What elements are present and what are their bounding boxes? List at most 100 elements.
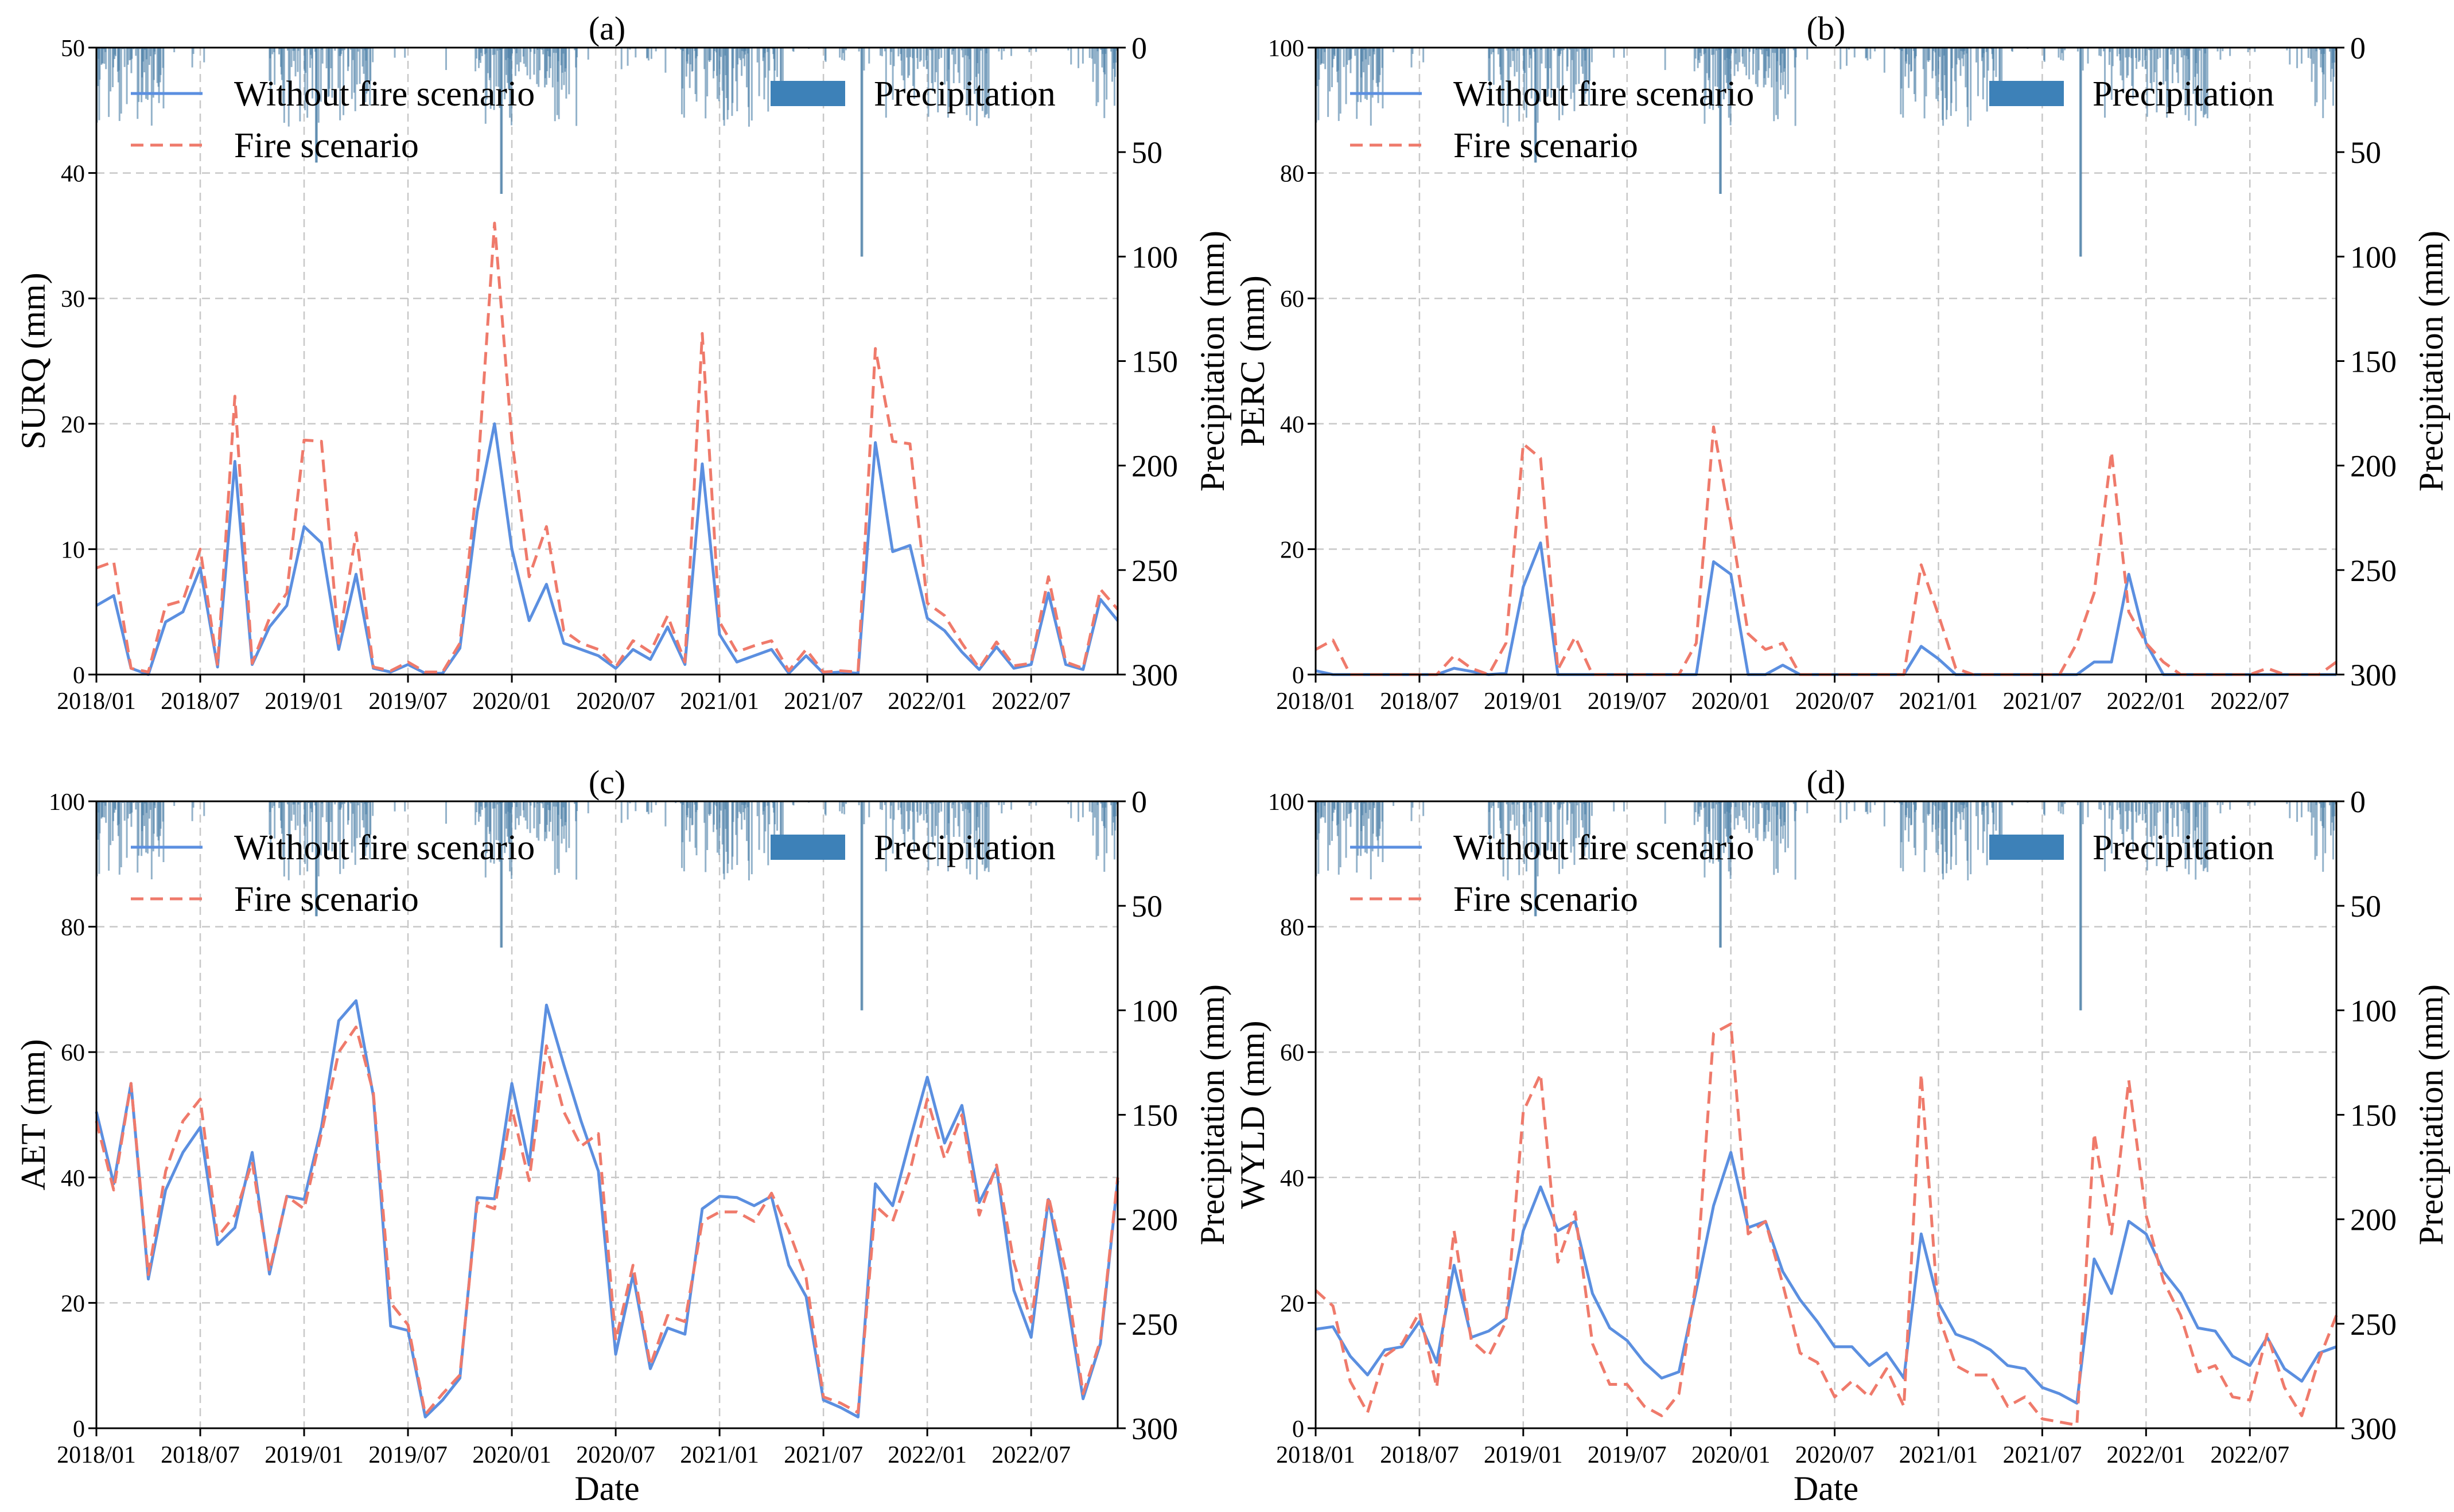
y-right-tick-label: 50: [2350, 135, 2381, 170]
x-tick-label: 2022/07: [991, 1442, 1071, 1468]
y-tick-label: 100: [49, 789, 85, 816]
y-right-axis-label: Precipitation (mm): [1193, 231, 1231, 492]
y-right-axis-label: Precipitation (mm): [2412, 984, 2450, 1245]
y-tick-label: 20: [61, 412, 85, 438]
legend-precipitation: Precipitation: [771, 828, 1056, 867]
x-tick-label: 2018/07: [161, 1442, 240, 1468]
y-axis-label: AET (mm): [14, 1039, 52, 1191]
y-right-tick-label: 150: [2350, 1098, 2397, 1133]
y-right-tick-label: 250: [1131, 554, 1178, 588]
y-tick-label: 50: [61, 36, 85, 62]
y-tick-label: 60: [61, 1040, 85, 1066]
y-right-tick-label: 50: [2350, 889, 2381, 923]
panel-title: (a): [589, 10, 625, 47]
x-tick-label: 2019/01: [265, 688, 344, 715]
x-tick-label: 2018/07: [1380, 1442, 1459, 1468]
x-tick-label: 2022/01: [2106, 1442, 2185, 1468]
y-right-axis-label: Precipitation (mm): [2412, 231, 2450, 492]
legend-lines: Without fire scenario Fire scenario: [131, 828, 535, 919]
y-right-tick-label: 300: [2350, 1412, 2397, 1446]
x-tick-label: 2019/07: [1588, 1442, 1667, 1468]
x-tick-label: 2022/07: [991, 688, 1071, 715]
y-tick-label: 40: [61, 1166, 85, 1192]
y-tick-label: 80: [61, 915, 85, 941]
y-right-tick-label: 150: [1131, 1098, 1178, 1133]
x-tick-label: 2020/01: [472, 1442, 551, 1468]
y-tick-label: 40: [61, 161, 85, 188]
y-axis-label: PERC (mm): [1234, 275, 1271, 446]
panel-title: (b): [1807, 10, 1846, 47]
x-axis-label: Date: [1794, 1470, 1858, 1507]
x-tick-label: 2021/07: [2003, 1442, 2082, 1468]
legend-swatch-precipitation: [771, 835, 845, 860]
y-right-tick-label: 200: [1131, 1203, 1178, 1237]
y-right-axis-label: Precipitation (mm): [1193, 984, 1231, 1245]
y-tick-label: 20: [1280, 1291, 1304, 1317]
legend-label-fire: Fire scenario: [234, 880, 419, 919]
y-axis-label: SURQ (mm): [14, 272, 52, 449]
y-tick-label: 0: [73, 663, 85, 689]
y-tick-label: 40: [1280, 1166, 1304, 1192]
x-tick-label: 2020/07: [576, 1442, 655, 1468]
precipitation-bars: [95, 48, 1118, 257]
x-tick-label: 2018/01: [1276, 688, 1355, 715]
x-tick-label: 2018/07: [161, 688, 240, 715]
x-tick-label: 2019/07: [368, 1442, 448, 1468]
series-line-without-fire: [95, 422, 1119, 676]
x-tick-label: 2022/01: [888, 688, 967, 715]
y-right-tick-label: 250: [2350, 554, 2397, 588]
panel-c: 2018/01 2018/07 2019/01 2019/07 2020/01 2020/…: [14, 763, 1231, 1507]
x-tick-label: 2020/07: [1795, 1442, 1874, 1468]
series-line-without-fire: [95, 999, 1119, 1419]
y-right-tick-label: 0: [1131, 31, 1147, 65]
y-tick-label: 0: [73, 1416, 85, 1443]
x-tick-label: 2022/01: [888, 1442, 967, 1468]
y-tick-label: 40: [1280, 412, 1304, 438]
panel-title: (c): [589, 763, 625, 801]
y-right-tick-label: 300: [1131, 658, 1178, 692]
legend-precipitation: Precipitation: [1989, 75, 2274, 114]
x-tick-label: 2019/07: [1588, 688, 1667, 715]
x-tick-label: 2018/01: [1276, 1442, 1355, 1468]
x-tick-label: 2020/01: [1691, 1442, 1771, 1468]
series-line-without-fire: [1315, 1151, 2337, 1405]
x-tick-label: 2021/01: [680, 1442, 759, 1468]
y-tick-label: 0: [1292, 1416, 1304, 1443]
legend-label-precipitation: Precipitation: [874, 828, 1056, 867]
y-right-tick-label: 150: [2350, 345, 2397, 379]
y-right-tick-label: 200: [2350, 1203, 2397, 1237]
x-tick-label: 2019/01: [1484, 1442, 1563, 1468]
x-tick-label: 2019/01: [1484, 688, 1563, 715]
y-right-tick-label: 100: [2350, 240, 2397, 274]
x-tick-label: 2020/07: [576, 688, 655, 715]
y-tick-label: 10: [61, 537, 85, 563]
y-tick-label: 80: [1280, 161, 1304, 188]
y-tick-label: 20: [1280, 537, 1304, 563]
y-tick-label: 100: [1268, 789, 1304, 816]
panel-a: 2018/01 2018/07 2019/01 2019/07 2020/01 2020/…: [14, 10, 1231, 715]
y-tick-label: 30: [61, 286, 85, 313]
series-line-without-fire: [1315, 541, 2336, 676]
y-right-tick-label: 100: [1131, 240, 1178, 274]
legend-label-precipitation: Precipitation: [2093, 75, 2274, 114]
x-tick-label: 2021/07: [784, 1442, 863, 1468]
x-tick-label: 2019/07: [368, 688, 448, 715]
series-line-fire: [96, 221, 1119, 674]
series-line-fire: [1314, 1022, 2338, 1427]
y-right-tick-label: 200: [1131, 449, 1178, 484]
panel-title: (d): [1807, 763, 1846, 801]
series-line-fire: [1314, 425, 2338, 676]
y-right-tick-label: 0: [1131, 785, 1147, 819]
x-tick-label: 2020/01: [1691, 688, 1771, 715]
y-right-tick-label: 0: [2350, 785, 2366, 819]
y-tick-label: 80: [1280, 915, 1304, 941]
precipitation-bars: [1314, 801, 2337, 1011]
legend-precipitation: Precipitation: [771, 75, 1056, 114]
y-right-tick-label: 250: [1131, 1307, 1178, 1342]
x-tick-label: 2021/01: [1899, 688, 1978, 715]
y-tick-label: 0: [1292, 663, 1304, 689]
y-right-tick-label: 200: [2350, 449, 2397, 484]
legend-swatch-precipitation: [1989, 835, 2064, 860]
legend-lines: Without fire scenario Fire scenario: [131, 75, 535, 165]
legend-precipitation: Precipitation: [1989, 828, 2274, 867]
